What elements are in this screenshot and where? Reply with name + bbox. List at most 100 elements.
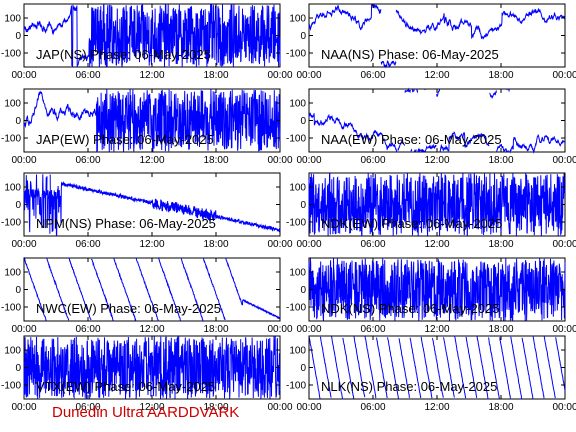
phase-trace [308, 257, 566, 321]
x-tick-label: 06:00 [75, 402, 100, 413]
phase-trace [308, 3, 566, 69]
panel-title: NAA(EW) Phase: 06-May-2025 [321, 132, 502, 147]
x-tick-label: 18:00 [203, 155, 228, 166]
y-tick-label: 100 [289, 14, 306, 25]
y-tick-label: 0 [15, 31, 21, 42]
y-tick-label: -100 [1, 134, 21, 145]
y-tick-label: -100 [1, 218, 21, 229]
x-tick-label: 06:00 [75, 324, 100, 335]
x-tick-label: 12:00 [139, 239, 164, 250]
x-tick-label: 00:00 [11, 239, 36, 250]
x-tick-label: 00:00 [552, 70, 576, 81]
x-tick-label: 18:00 [488, 402, 513, 413]
x-tick-label: 06:00 [75, 155, 100, 166]
x-tick-label: 00:00 [552, 324, 576, 335]
y-tick-label: -100 [1, 303, 21, 314]
x-tick-label: 18:00 [203, 324, 228, 335]
y-tick-label: -100 [286, 303, 306, 314]
y-tick-label: 0 [15, 116, 21, 127]
x-tick-label: 06:00 [75, 239, 100, 250]
x-tick-label: 12:00 [139, 324, 164, 335]
y-tick-label: -100 [286, 218, 306, 229]
y-tick-label: 0 [300, 200, 306, 211]
x-tick-label: 06:00 [360, 155, 385, 166]
x-tick-label: 00:00 [296, 402, 321, 413]
x-tick-label: 12:00 [139, 155, 164, 166]
x-tick-label: 00:00 [11, 324, 36, 335]
panel-title: JAP(NS) Phase: 06-May-2025 [36, 47, 211, 62]
y-tick-label: -100 [1, 381, 21, 392]
footer-label: Dunedin Ultra AARDDVARK [52, 404, 240, 421]
x-tick-label: 00:00 [552, 239, 576, 250]
x-tick-label: 18:00 [488, 70, 513, 81]
phase-trace [308, 335, 566, 400]
y-tick-label: 100 [289, 99, 306, 110]
x-tick-label: 06:00 [360, 70, 385, 81]
phase-trace [308, 87, 566, 154]
y-tick-label: -100 [286, 49, 306, 60]
y-tick-label: 100 [4, 346, 21, 357]
x-tick-label: 00:00 [552, 402, 576, 413]
x-tick-label: 00:00 [296, 155, 321, 166]
y-tick-label: 0 [300, 116, 306, 127]
y-tick-label: -100 [286, 381, 306, 392]
y-tick-label: 100 [4, 268, 21, 279]
panel-frame [23, 172, 281, 237]
x-tick-label: 00:00 [11, 70, 36, 81]
x-tick-label: 00:00 [267, 402, 292, 413]
x-tick-label: 06:00 [75, 70, 100, 81]
x-tick-label: 00:00 [296, 324, 321, 335]
x-tick-label: 00:00 [267, 324, 292, 335]
x-tick-label: 12:00 [424, 324, 449, 335]
y-tick-label: 100 [289, 268, 306, 279]
x-tick-label: 12:00 [424, 402, 449, 413]
x-tick-label: 12:00 [139, 70, 164, 81]
panel-title: NWC(EW) Phase: 06-May-2025 [36, 301, 221, 316]
panel-title: JAP(EW) Phase: 06-May-2025 [36, 132, 214, 147]
x-tick-label: 00:00 [267, 239, 292, 250]
x-tick-label: 00:00 [296, 239, 321, 250]
y-tick-label: 100 [4, 99, 21, 110]
y-tick-label: 0 [300, 285, 306, 296]
panel-title: NPM(NS) Phase: 06-May-2025 [36, 216, 216, 231]
x-tick-label: 18:00 [203, 239, 228, 250]
panel-title: NAA(NS) Phase: 06-May-2025 [321, 47, 499, 62]
panel-title: VTX(EW) Phase: 06-May-2025 [36, 379, 215, 394]
x-tick-label: 18:00 [203, 70, 228, 81]
x-tick-label: 12:00 [139, 402, 164, 413]
y-tick-label: 0 [15, 285, 21, 296]
x-tick-label: 18:00 [488, 324, 513, 335]
y-tick-label: 0 [300, 31, 306, 42]
x-tick-label: 06:00 [360, 239, 385, 250]
panel-title: NDK(NS) Phase: 06-May-2025 [321, 301, 499, 316]
y-tick-label: -100 [286, 134, 306, 145]
y-tick-label: 0 [15, 200, 21, 211]
panel-title: NLK(NS) Phase: 06-May-2025 [321, 379, 497, 394]
x-tick-label: 12:00 [424, 155, 449, 166]
y-tick-label: 100 [289, 183, 306, 194]
x-tick-label: 12:00 [424, 70, 449, 81]
x-tick-label: 18:00 [203, 402, 228, 413]
x-tick-label: 00:00 [11, 155, 36, 166]
x-tick-label: 00:00 [267, 70, 292, 81]
y-tick-label: 100 [289, 346, 306, 357]
phase-trace [23, 257, 281, 322]
y-tick-label: 0 [15, 363, 21, 374]
y-tick-label: 100 [4, 14, 21, 25]
phase-trace [308, 172, 566, 237]
y-tick-label: -100 [1, 49, 21, 60]
x-tick-label: 06:00 [360, 402, 385, 413]
x-tick-label: 00:00 [552, 155, 576, 166]
x-tick-label: 18:00 [488, 239, 513, 250]
